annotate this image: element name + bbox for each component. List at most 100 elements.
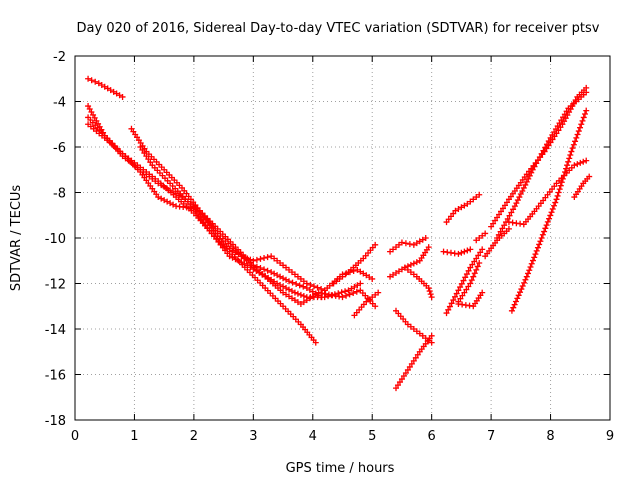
data-point <box>428 332 435 339</box>
data-point <box>572 138 579 145</box>
data-point <box>583 89 590 96</box>
data-point <box>286 278 292 285</box>
data-point <box>257 265 264 272</box>
x-tick-label: 1 <box>130 429 138 444</box>
data-point <box>141 150 148 157</box>
data-point <box>577 124 584 131</box>
data-point <box>553 196 560 203</box>
data-point <box>538 235 545 241</box>
data-point <box>457 284 464 291</box>
series-14 <box>443 191 483 226</box>
data-point <box>425 285 432 292</box>
y-tick-label: -16 <box>45 369 66 384</box>
data-point <box>460 277 467 284</box>
series-23 <box>508 107 590 314</box>
data-point <box>241 254 248 261</box>
data-point <box>479 246 486 253</box>
data-point <box>554 192 561 199</box>
data-point <box>512 298 519 305</box>
series-10 <box>393 332 435 392</box>
data-point <box>492 217 499 224</box>
data-point <box>375 289 382 296</box>
data-point <box>542 144 549 151</box>
data-point <box>566 155 573 162</box>
data-point <box>519 282 526 289</box>
x-tick-label: 2 <box>190 429 198 444</box>
data-point <box>511 301 518 308</box>
data-point <box>318 294 325 301</box>
data-point <box>338 289 345 296</box>
data-point <box>574 161 581 168</box>
data-point <box>522 181 529 188</box>
data-point <box>578 121 585 128</box>
data-point <box>548 209 555 216</box>
data-point <box>422 235 429 241</box>
data-point <box>147 159 154 166</box>
data-point <box>488 223 495 230</box>
series-16 <box>443 246 486 317</box>
y-tick-label: -2 <box>53 50 66 65</box>
data-point <box>496 211 503 218</box>
data-point <box>312 339 319 346</box>
data-point <box>453 290 460 297</box>
data-point <box>459 292 466 299</box>
data-point <box>543 141 550 148</box>
data-point <box>450 297 457 304</box>
data-point <box>475 252 482 259</box>
data-point <box>557 182 564 189</box>
data-point <box>529 257 536 264</box>
data-point <box>413 259 420 266</box>
data-point <box>508 209 515 216</box>
data-point <box>425 244 432 251</box>
data-point <box>581 111 588 118</box>
y-tick-label: -4 <box>53 96 66 111</box>
data-point <box>540 147 547 154</box>
y-tick-label: -18 <box>45 414 66 429</box>
data-point <box>514 295 521 302</box>
data-point <box>498 208 505 215</box>
x-tick-label: 4 <box>309 429 317 444</box>
data-point <box>469 261 476 268</box>
data-point <box>555 189 562 196</box>
data-point <box>499 225 506 232</box>
data-point <box>446 303 453 310</box>
data-point <box>536 154 543 161</box>
data-point <box>291 289 298 296</box>
data-point <box>571 162 578 169</box>
data-point <box>568 148 575 155</box>
series-12 <box>387 235 429 255</box>
data-point <box>455 250 462 257</box>
data-point <box>92 78 99 85</box>
data-point <box>455 287 462 294</box>
data-point <box>505 225 512 232</box>
data-point <box>394 382 401 389</box>
data-point <box>427 291 434 298</box>
chart-title: Day 020 of 2016, Sidereal Day-to-day VTE… <box>77 21 600 36</box>
data-point <box>531 163 538 170</box>
data-point <box>462 274 469 281</box>
data-point <box>506 212 513 219</box>
data-point <box>143 153 150 160</box>
data-point <box>458 249 465 256</box>
data-point <box>515 292 522 299</box>
data-point <box>519 187 526 194</box>
data-point <box>247 256 254 263</box>
x-tick-label: 0 <box>71 429 79 444</box>
data-point <box>474 263 481 270</box>
y-tick-label: -10 <box>45 232 66 247</box>
data-point <box>561 169 568 176</box>
x-tick-label: 6 <box>428 429 436 444</box>
data-point <box>580 114 587 121</box>
data-point <box>541 228 548 235</box>
data-point <box>372 241 379 248</box>
data-point <box>357 280 364 287</box>
data-point <box>289 279 296 286</box>
series-1 <box>85 75 126 100</box>
series-2 <box>85 103 364 301</box>
data-point <box>238 253 245 260</box>
x-tick-label: 5 <box>368 429 376 444</box>
data-point <box>561 118 568 125</box>
series-13 <box>401 264 435 301</box>
data-point <box>471 270 478 277</box>
